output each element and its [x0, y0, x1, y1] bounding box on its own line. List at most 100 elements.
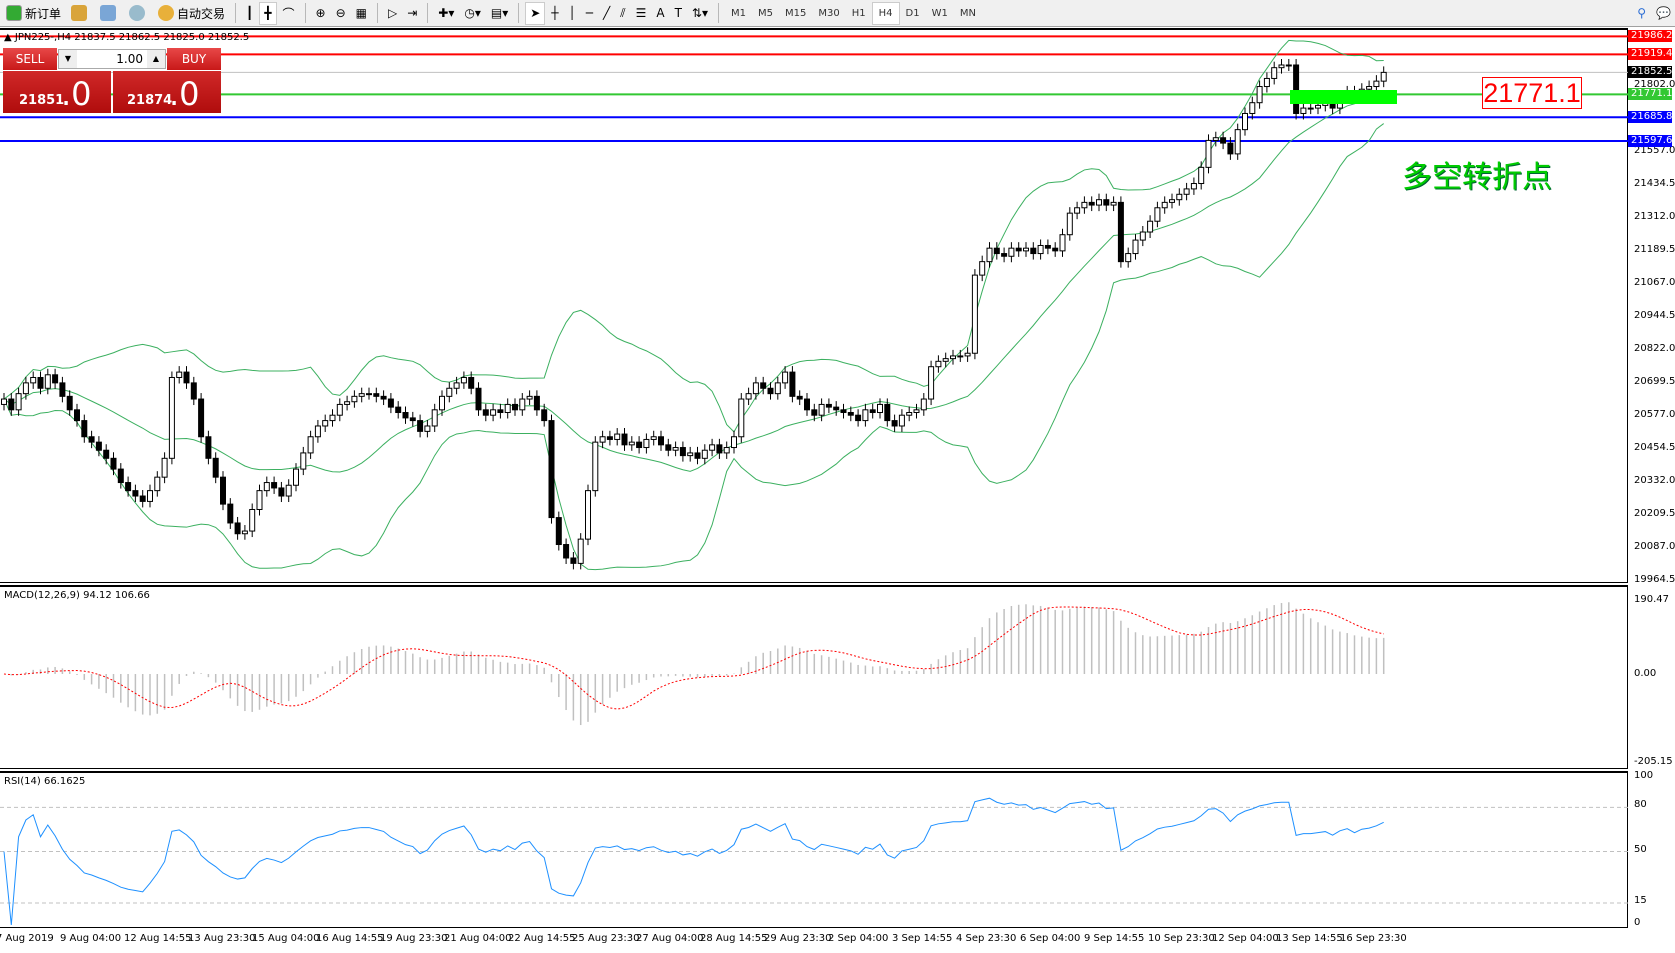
candle-body — [110, 457, 117, 470]
fibonacci-button[interactable]: ☰ — [635, 6, 647, 20]
candle-body — [1023, 247, 1029, 252]
time-tick-label: 27 Aug 04:00 — [636, 933, 704, 944]
indicators-button[interactable]: ✚▾ — [438, 6, 455, 20]
candle-body — [139, 495, 146, 502]
time-tick-label: 6 Sep 04:00 — [1020, 933, 1081, 944]
price-line-tag: 21771.1 — [1628, 88, 1672, 101]
timeframe-h4[interactable]: H4 — [871, 1, 900, 25]
timeframe-m1[interactable]: M1 — [731, 7, 746, 19]
time-tick-label: 16 Sep 23:30 — [1340, 933, 1407, 944]
candle-body — [913, 409, 920, 414]
candle-body — [161, 457, 168, 478]
candle-body — [1052, 247, 1059, 252]
candle-body — [679, 447, 686, 457]
timeframe-h1[interactable]: H1 — [851, 7, 866, 19]
lot-size-input[interactable]: ▼ 1.00 ▲ — [58, 49, 166, 69]
signals-button[interactable] — [125, 2, 152, 25]
candle-body — [212, 457, 219, 478]
auto-scroll-button[interactable]: ▷ — [387, 6, 398, 20]
candle-body — [373, 393, 380, 397]
price-tick-label: 20822.0 — [1634, 343, 1675, 354]
zoom-in-button[interactable]: ⊕ — [315, 6, 326, 20]
rsi-tick-label: 0 — [1634, 917, 1641, 928]
candle-body — [1088, 201, 1095, 206]
bar-chart-button[interactable]: ┃ — [246, 6, 254, 20]
new-order-icon — [6, 5, 22, 21]
candle-body — [898, 414, 905, 427]
chart-shift-button[interactable]: ⇥ — [407, 6, 418, 20]
lot-increase-button[interactable]: ▲ — [147, 50, 165, 68]
candle-body — [789, 371, 796, 397]
candle-body — [490, 409, 497, 416]
rsi-tick-label: 100 — [1634, 770, 1654, 781]
price-tick-label: 21189.5 — [1634, 244, 1675, 255]
meta-editor-button[interactable] — [67, 2, 94, 25]
pivot-annotation-text[interactable]: 多空转折点 — [1402, 160, 1552, 195]
price-chart[interactable]: ▲ JPN225-,H4 21837.5 21862.5 21825.0 218… — [0, 28, 1628, 583]
line-chart-button[interactable]: ⌒ — [282, 6, 295, 21]
candle-body — [782, 371, 789, 384]
time-tick-label: 12 Aug 14:55 — [124, 933, 192, 944]
macd-tick-label: -205.15 — [1634, 756, 1673, 767]
time-tick-label: 15 Aug 04:00 — [252, 933, 320, 944]
rsi-panel[interactable]: RSI(14) 66.1625 — [0, 771, 1628, 928]
candle-body — [694, 452, 701, 459]
macd-label: MACD(12,26,9) 94.12 106.66 — [4, 590, 150, 601]
timeframe-bar: M1 M5 M15 M30 H1 H4 D1 W1 MN — [725, 1, 982, 25]
templates-button[interactable]: ▤▾ — [490, 6, 509, 20]
new-order-button[interactable]: 新订单 — [2, 2, 65, 25]
sell-price[interactable]: 21851 .0 — [3, 71, 111, 113]
search-icon[interactable]: ⚲ — [1637, 6, 1647, 20]
auto-trading-button[interactable]: 自动交易 — [154, 2, 229, 25]
text-label-button[interactable]: T — [674, 6, 682, 20]
timeframe-m5[interactable]: M5 — [758, 7, 773, 19]
candle-body — [1161, 201, 1168, 209]
candle-body — [1, 398, 7, 405]
equidistant-channel-button[interactable]: ⫽ — [620, 5, 626, 20]
timeframe-m30[interactable]: M30 — [818, 7, 840, 19]
candle-body — [74, 409, 80, 422]
collapse-arrow-icon[interactable]: ▲ — [4, 32, 15, 43]
chat-icon[interactable]: 💬 — [1656, 6, 1671, 20]
trendline-button[interactable]: ╱ — [603, 6, 611, 20]
candle-body — [132, 490, 139, 497]
buy-price[interactable]: 21874 .0 — [113, 71, 221, 113]
candle-body — [44, 374, 51, 389]
macd-panel[interactable]: MACD(12,26,9) 94.12 106.66 — [0, 585, 1628, 769]
toolbar: 新订单 自动交易 ┃ ╋ ⌒ ⊕ ⊖ ▦ ▷ ⇥ ✚▾ ◷▾ ▤▾ ➤ ┼ │ … — [0, 0, 1675, 27]
time-tick-label: 21 Aug 04:00 — [444, 933, 512, 944]
timeframe-m15[interactable]: M15 — [785, 7, 807, 19]
candle-body — [731, 436, 737, 449]
pivot-zone-rectangle[interactable] — [1290, 90, 1397, 104]
candle-body — [409, 417, 416, 422]
lot-decrease-button[interactable]: ▼ — [59, 50, 77, 68]
time-tick-label: 9 Sep 14:55 — [1084, 933, 1145, 944]
buy-button[interactable]: BUY — [167, 48, 221, 70]
candle-body — [227, 503, 234, 524]
terminal-button[interactable] — [96, 2, 123, 25]
candle-body — [249, 508, 256, 532]
timeframe-d1[interactable]: D1 — [905, 7, 920, 19]
tile-windows-button[interactable]: ▦ — [355, 6, 367, 20]
horizontal-line-button[interactable]: ─ — [585, 6, 593, 20]
chart-header: ▲ JPN225-,H4 21837.5 21862.5 21825.0 218… — [4, 32, 249, 43]
candle-body — [884, 403, 891, 422]
zoom-out-button[interactable]: ⊖ — [335, 6, 346, 20]
candle-body — [1198, 166, 1205, 185]
cursor-button[interactable]: ➤ — [525, 1, 546, 25]
candle-body — [628, 441, 635, 446]
time-axis[interactable]: 7 Aug 2019 9 Aug 04:00 12 Aug 14:55 13 Aug … — [0, 928, 1675, 953]
sell-button[interactable]: SELL — [3, 48, 57, 70]
time-tick-label: 13 Sep 14:55 — [1276, 933, 1343, 944]
periods-button[interactable]: ◷▾ — [464, 6, 481, 20]
timeframe-mn[interactable]: MN — [959, 7, 976, 19]
macd-tick-label: 190.47 — [1634, 594, 1669, 605]
arrows-button[interactable]: ⇅▾ — [691, 6, 708, 20]
candlestick-chart-button[interactable]: ╋ — [259, 1, 277, 25]
timeframe-w1[interactable]: W1 — [931, 7, 948, 19]
crosshair-button[interactable]: ┼ — [551, 6, 559, 20]
text-button[interactable]: A — [656, 6, 665, 20]
candle-body — [1307, 107, 1314, 110]
pivot-price-label[interactable]: 21771.1 — [1482, 77, 1582, 109]
vertical-line-button[interactable]: │ — [568, 6, 576, 20]
